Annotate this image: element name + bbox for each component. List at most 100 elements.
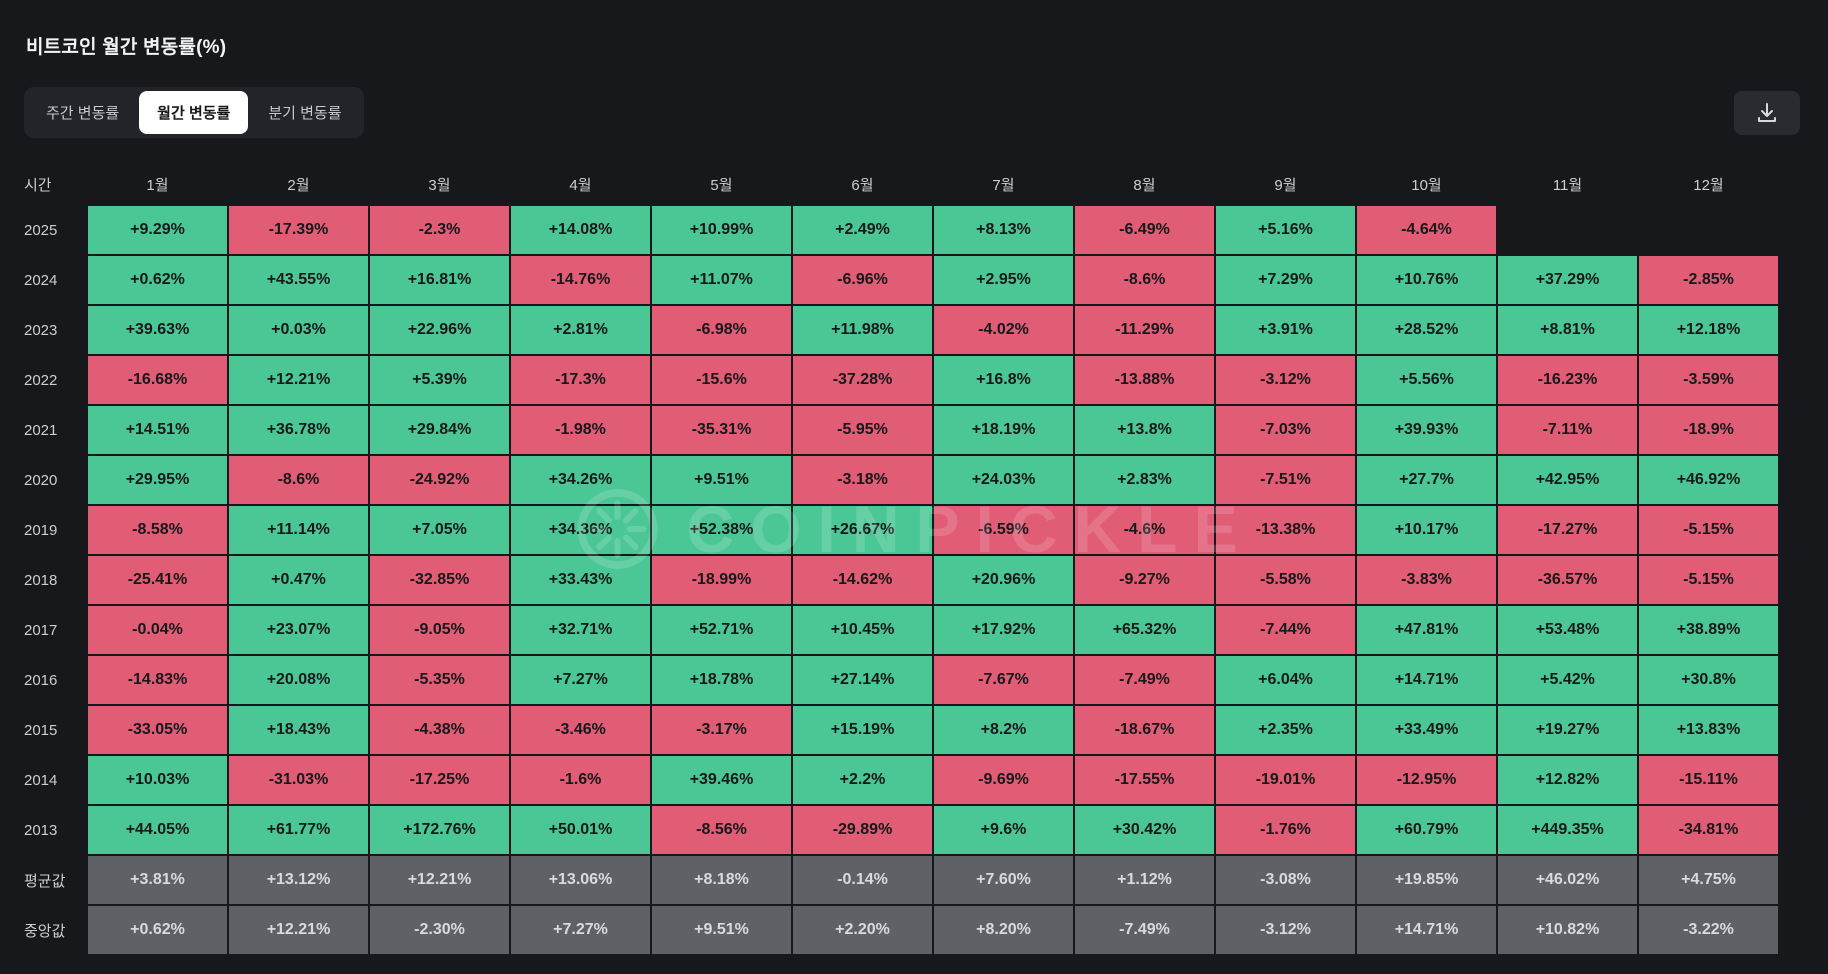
heatmap-cell: -5.35% <box>370 656 509 704</box>
heatmap-cell: -9.05% <box>370 606 509 654</box>
heatmap-cell: +46.92% <box>1639 456 1778 504</box>
heatmap-cell: +44.05% <box>88 806 227 854</box>
heatmap-cell: +30.42% <box>1075 806 1214 854</box>
row-label: 2017 <box>24 621 58 639</box>
tab-group: 주간 변동률 월간 변동률 분기 변동률 <box>24 87 364 138</box>
heatmap-cell: +8.18% <box>652 856 791 904</box>
heatmap-cell: +13.8% <box>1075 406 1214 454</box>
heatmap-cell: +24.03% <box>934 456 1073 504</box>
column-header: 7월 <box>992 176 1015 194</box>
heatmap-cell: -7.51% <box>1216 456 1355 504</box>
heatmap-cell: -7.49% <box>1075 906 1214 954</box>
heatmap-cell: +0.03% <box>229 306 368 354</box>
heatmap-cell: +39.46% <box>652 756 791 804</box>
row-label: 2024 <box>24 271 58 289</box>
heatmap-cell: -18.67% <box>1075 706 1214 754</box>
heatmap-cell: +18.78% <box>652 656 791 704</box>
heatmap-cell: +14.51% <box>88 406 227 454</box>
heatmap-cell: -9.69% <box>934 756 1073 804</box>
heatmap-cell: -2.85% <box>1639 256 1778 304</box>
heatmap-cell: -14.76% <box>511 256 650 304</box>
heatmap-cell: +0.47% <box>229 556 368 604</box>
heatmap-cell: +38.89% <box>1639 606 1778 654</box>
heatmap-cell: -7.44% <box>1216 606 1355 654</box>
heatmap-cell: +34.36% <box>511 506 650 554</box>
heatmap-cell: -37.28% <box>793 356 932 404</box>
column-header: 11월 <box>1552 176 1583 194</box>
heatmap-cell: -17.39% <box>229 206 368 254</box>
column-header: 4월 <box>569 176 592 194</box>
heatmap-cell: -9.27% <box>1075 556 1214 604</box>
heatmap-cell: +19.27% <box>1498 706 1637 754</box>
heatmap-cell: +20.08% <box>229 656 368 704</box>
heatmap-cell: -8.6% <box>1075 256 1214 304</box>
page-title: 비트코인 월간 변동률(%) <box>26 37 227 58</box>
heatmap-cell: -8.6% <box>229 456 368 504</box>
row-label: 2013 <box>24 821 58 839</box>
heatmap-cell: -3.46% <box>511 706 650 754</box>
heatmap-cell: +12.21% <box>229 906 368 954</box>
heatmap-cell: -2.30% <box>370 906 509 954</box>
heatmap-cell: +23.07% <box>229 606 368 654</box>
heatmap-cell: -17.3% <box>511 356 650 404</box>
tab-quarterly-change[interactable]: 분기 변동률 <box>250 91 359 134</box>
heatmap-cell: +0.62% <box>88 256 227 304</box>
row-label: 2014 <box>24 771 58 789</box>
heatmap-cell: +7.60% <box>934 856 1073 904</box>
heatmap-cell: +26.67% <box>793 506 932 554</box>
download-button[interactable] <box>1734 90 1800 135</box>
heatmap-cell: +27.14% <box>793 656 932 704</box>
heatmap-cell: +47.81% <box>1357 606 1496 654</box>
heatmap-cell: +12.21% <box>229 356 368 404</box>
heatmap-cell: -35.31% <box>652 406 791 454</box>
heatmap-cell: +36.78% <box>229 406 368 454</box>
heatmap-cell: +8.81% <box>1498 306 1637 354</box>
heatmap-cell: +1.12% <box>1075 856 1214 904</box>
row-label: 2016 <box>24 671 58 689</box>
heatmap-cell: -14.83% <box>88 656 227 704</box>
row-label: 2025 <box>24 221 58 239</box>
heatmap-cell: +10.03% <box>88 756 227 804</box>
heatmap-cell: +5.16% <box>1216 206 1355 254</box>
column-header: 9월 <box>1274 176 1297 194</box>
heatmap-cell: +14.71% <box>1357 656 1496 704</box>
heatmap-cell: -25.41% <box>88 556 227 604</box>
heatmap-cell: -17.55% <box>1075 756 1214 804</box>
heatmap-cell: +12.82% <box>1498 756 1637 804</box>
heatmap-cell: -11.29% <box>1075 306 1214 354</box>
column-header: 12월 <box>1693 176 1724 194</box>
heatmap-cell: -4.6% <box>1075 506 1214 554</box>
heatmap-cell: -0.14% <box>793 856 932 904</box>
heatmap-cell: -13.88% <box>1075 356 1214 404</box>
heatmap-cell <box>1639 206 1778 254</box>
tab-monthly-change[interactable]: 월간 변동률 <box>139 91 249 134</box>
heatmap-cell: +7.29% <box>1216 256 1355 304</box>
heatmap-cell: -8.58% <box>88 506 227 554</box>
row-label: 2019 <box>24 521 58 539</box>
heatmap-cell: +61.77% <box>229 806 368 854</box>
heatmap-cell: -16.68% <box>88 356 227 404</box>
heatmap-cell: -7.67% <box>934 656 1073 704</box>
heatmap-cell: -1.6% <box>511 756 650 804</box>
heatmap-cell: +19.85% <box>1357 856 1496 904</box>
heatmap-cell: -3.17% <box>652 706 791 754</box>
column-header: 6월 <box>851 176 874 194</box>
heatmap-cell: +13.06% <box>511 856 650 904</box>
tab-weekly-change[interactable]: 주간 변동률 <box>28 91 137 134</box>
heatmap-cell: +9.51% <box>652 906 791 954</box>
heatmap-cell: +11.07% <box>652 256 791 304</box>
heatmap-cell: +10.17% <box>1357 506 1496 554</box>
heatmap-cell: +12.18% <box>1639 306 1778 354</box>
heatmap-cell: -36.57% <box>1498 556 1637 604</box>
heatmap-cell: +28.52% <box>1357 306 1496 354</box>
heatmap-cell: +6.04% <box>1216 656 1355 704</box>
row-label: 2018 <box>24 571 58 589</box>
heatmap-cell: +11.14% <box>229 506 368 554</box>
column-header: 10월 <box>1411 176 1442 194</box>
heatmap-cell: +52.71% <box>652 606 791 654</box>
heatmap-cell: -2.3% <box>370 206 509 254</box>
heatmap-cell: +60.79% <box>1357 806 1496 854</box>
heatmap-cell: -3.12% <box>1216 356 1355 404</box>
heatmap-cell: +9.6% <box>934 806 1073 854</box>
